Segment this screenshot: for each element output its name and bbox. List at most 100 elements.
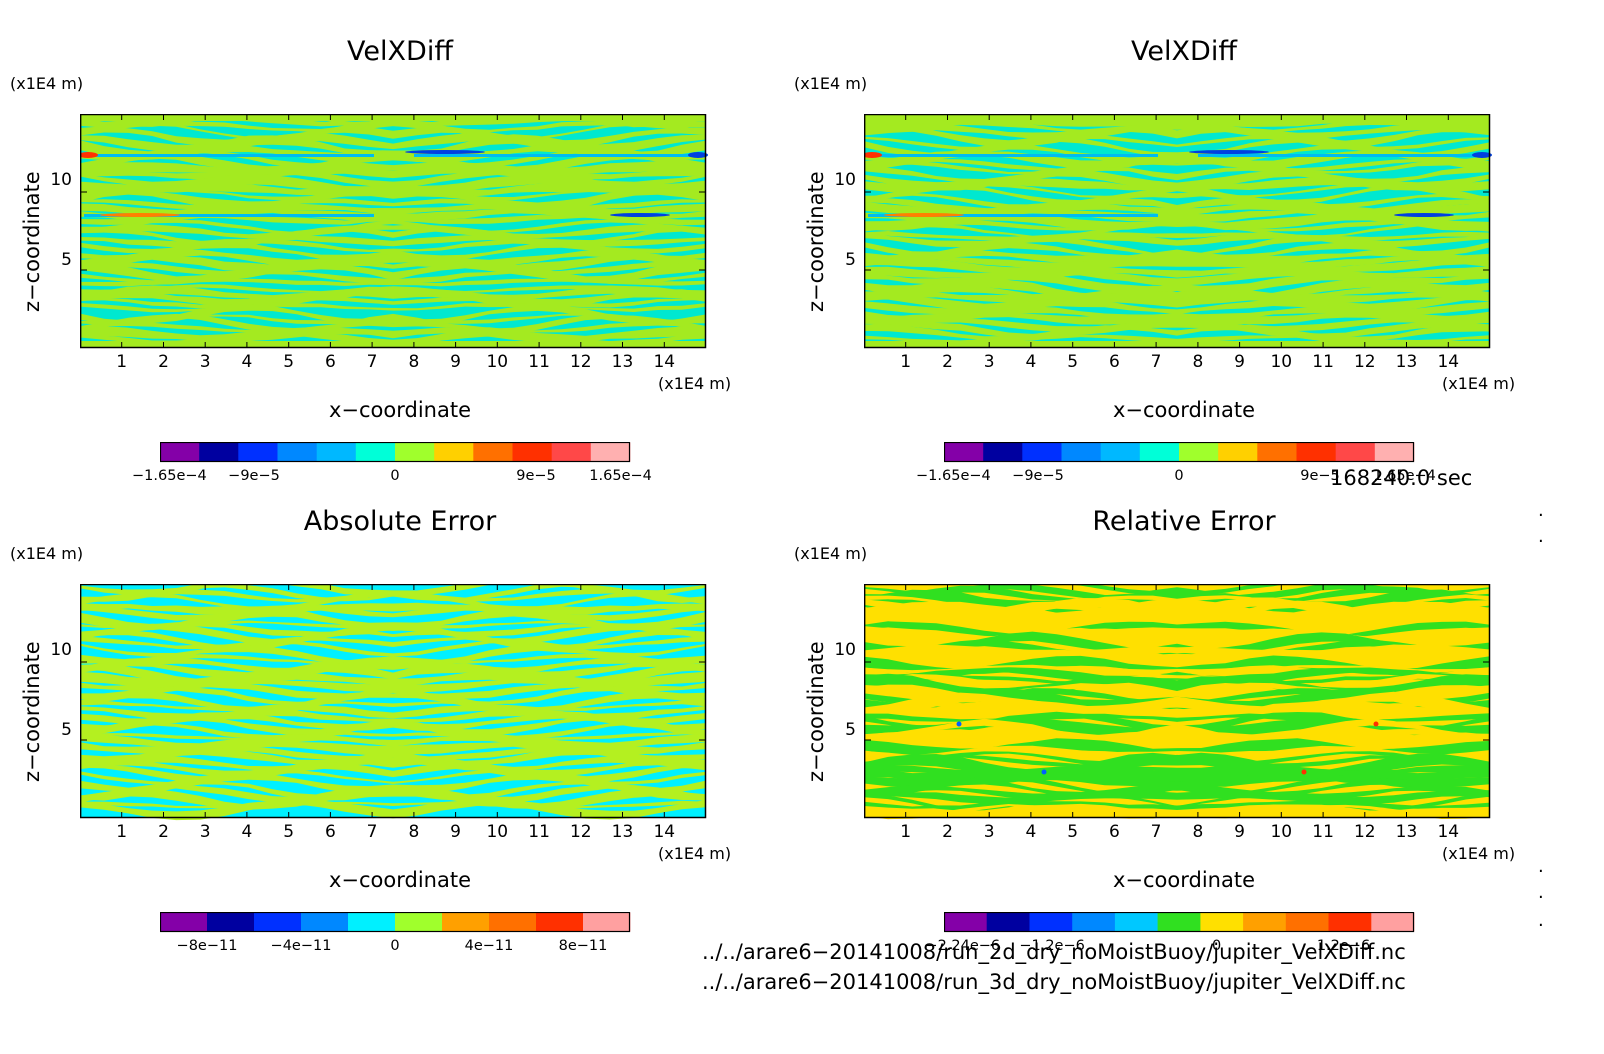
contour-band xyxy=(864,667,1490,684)
extreme-streak xyxy=(84,154,374,157)
panel-2: VelXDiff (x1E4 m) (x1E4 m) z−coordinate x−co… xyxy=(784,22,1564,492)
colorbar-cell xyxy=(1218,442,1258,462)
colorbar-tick-label: 1.65e−4 xyxy=(589,468,652,484)
contour-band xyxy=(864,606,1490,630)
x-unit-label: (x1E4 m) xyxy=(1442,844,1516,863)
contour-field xyxy=(864,114,1492,349)
x-tick-label: 3 xyxy=(199,822,211,842)
contour-band xyxy=(864,664,1490,675)
y-axis-label: z−coordinate xyxy=(20,171,44,312)
contour-band xyxy=(80,784,706,803)
marker-dot: . xyxy=(1538,910,1544,931)
x-tick-label: 1 xyxy=(900,352,912,372)
x-tick-label: 4 xyxy=(241,822,253,842)
contour-band xyxy=(80,788,706,810)
colorbar-cell xyxy=(395,442,435,462)
x-tick-label: 10 xyxy=(486,822,509,842)
x-unit-label: (x1E4 m) xyxy=(1442,374,1516,393)
colorbar-cell xyxy=(1200,912,1244,932)
field-band xyxy=(864,114,1490,121)
colorbar-cell xyxy=(590,442,631,462)
colorbar xyxy=(159,911,648,933)
colorbar-frame xyxy=(159,441,631,463)
extreme-spot xyxy=(610,213,670,217)
colorbar-tick-label: 1.2e−6 xyxy=(1316,938,1371,954)
extreme-spot xyxy=(1394,213,1454,217)
y-tick-label: 10 xyxy=(834,640,856,660)
y-axis-label: z−coordinate xyxy=(804,171,828,312)
colorbar-cell xyxy=(551,442,592,462)
colorbar-frame xyxy=(943,441,1415,463)
contour-band xyxy=(80,321,706,333)
x-tick-label: 2 xyxy=(942,822,953,842)
contour-band xyxy=(864,290,1490,305)
time-label: 168240.0 sec xyxy=(1330,466,1473,490)
contour-band xyxy=(864,718,1490,742)
colorbar-cell xyxy=(944,912,988,932)
panel-1: VelXDiff (x1E4 m) (x1E4 m) z−coordinate x−co… xyxy=(0,22,780,492)
colorbar-swatches xyxy=(943,911,1415,933)
contour-band xyxy=(80,721,706,741)
colorbar-tick-label: 9e−5 xyxy=(516,468,556,484)
contour-band xyxy=(864,182,1490,199)
y-tick-label: 10 xyxy=(50,640,72,660)
colorbar-cell xyxy=(473,442,513,462)
colorbar-cell xyxy=(254,912,302,932)
colorbar-cell xyxy=(1072,912,1116,932)
contour-band xyxy=(80,747,706,767)
colorbar-cell xyxy=(983,442,1023,462)
contour-band xyxy=(864,616,1490,636)
contour-band xyxy=(80,134,706,160)
field-band xyxy=(80,114,706,121)
colorbar-tick-label: −1.2e−6 xyxy=(1019,938,1085,954)
contour-band xyxy=(80,772,706,795)
x-tick-label: 10 xyxy=(486,352,509,372)
file-path-2d: ../../arare6−20141008/run_2d_dry_noMoist… xyxy=(702,940,1406,964)
colorbar-tick-label: 8e−11 xyxy=(558,938,608,954)
colorbar-cell xyxy=(199,442,239,462)
contour-band xyxy=(80,644,706,666)
colorbar-cell xyxy=(1179,442,1219,462)
plot-area xyxy=(864,584,1514,826)
colorbar-cell xyxy=(1335,442,1376,462)
plot-frame xyxy=(80,114,707,349)
contour-field xyxy=(80,584,707,821)
field-band xyxy=(80,341,706,348)
x-tick-label: 4 xyxy=(1025,352,1037,372)
contour-band xyxy=(80,678,706,693)
x-tick-label: 8 xyxy=(408,352,420,372)
contour-band xyxy=(80,132,706,153)
x-tick-label: 3 xyxy=(983,822,995,842)
x-axis-label: x−coordinate xyxy=(1112,868,1256,892)
extreme-spot xyxy=(1373,721,1379,727)
extreme-streak xyxy=(84,214,374,217)
colorbar-cell xyxy=(1029,912,1073,932)
colorbar-cell xyxy=(1061,442,1102,462)
colorbar-cell xyxy=(442,912,490,932)
colorbar-tick-label: 9e−5 xyxy=(1300,468,1340,484)
contour-band xyxy=(864,745,1490,761)
x-tick-label: 5 xyxy=(1067,822,1079,842)
extreme-streak xyxy=(414,154,704,157)
colorbar-cell xyxy=(1328,912,1372,932)
colorbar-cell xyxy=(160,912,208,932)
contour-band xyxy=(864,123,1490,140)
marker-dot: . xyxy=(1538,500,1544,521)
extreme-spot xyxy=(405,150,485,154)
contour-band xyxy=(864,255,1490,269)
contour-band xyxy=(864,220,1490,232)
contour-band xyxy=(864,711,1490,733)
panel-title: VelXDiff xyxy=(1131,36,1237,67)
colorbar-cell xyxy=(434,442,474,462)
x-tick-label: 12 xyxy=(1353,822,1376,842)
contour-band xyxy=(80,207,706,222)
contour-band xyxy=(864,120,1490,133)
colorbar-cell xyxy=(1022,442,1062,462)
x-tick-label: 9 xyxy=(450,352,461,372)
colorbar-tick-label: −4e−11 xyxy=(270,938,332,954)
contour-band xyxy=(80,640,706,658)
colorbar-swatches xyxy=(159,911,631,933)
contour-band xyxy=(864,241,1490,262)
contour-band xyxy=(80,686,706,705)
x-axis-label: x−coordinate xyxy=(328,398,472,422)
